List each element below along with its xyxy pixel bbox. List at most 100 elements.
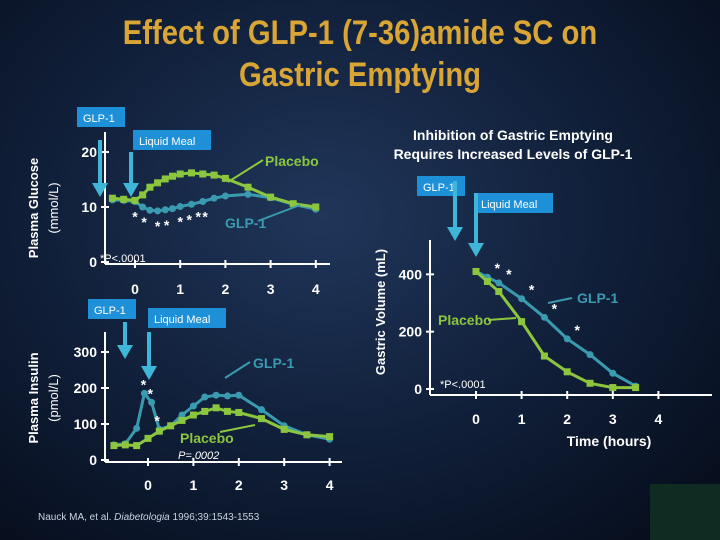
glucose-glp1-point: [244, 190, 252, 198]
insulin-glp1-point: [201, 393, 209, 401]
glucose-placebo-point: [289, 200, 297, 208]
glucose-significance-asterisk: *: [187, 211, 193, 227]
glucose-placebo-point: [244, 183, 252, 191]
glucose-y-label-units: (mmol/L): [46, 182, 61, 233]
insulin-x-tick-label: 3: [280, 477, 288, 493]
glucose-p-value: *P<.0001: [100, 253, 146, 265]
insulin-x-tick-label: 2: [235, 477, 243, 493]
gastric-volume-x-tick-label: 1: [518, 411, 526, 427]
glucose-significance-asterisk: *: [155, 218, 161, 234]
glucose-x-tick-label: 2: [222, 281, 230, 297]
insulin-placebo-point: [167, 422, 175, 430]
insulin-placebo-label: Placebo: [180, 430, 234, 446]
citation-details: 1996;39:1543-1553: [169, 512, 260, 523]
insulin-y-tick-label: 100: [74, 416, 98, 432]
gastric-volume-placebo-point: [632, 384, 640, 392]
gastric-volume-placebo-point: [609, 384, 617, 392]
insulin-meal-arrow-label: Liquid Meal: [154, 314, 210, 326]
insulin-glp1-point: [212, 391, 220, 399]
insulin-glp1-point: [148, 398, 156, 406]
insulin-significance-asterisk: *: [148, 385, 154, 401]
insulin-glp1-point: [258, 406, 265, 414]
insulin-placebo-point: [121, 441, 129, 449]
insulin-significance-asterisk: *: [154, 412, 160, 428]
glucose-placebo-point: [176, 170, 184, 178]
gastric-volume-significance-asterisk: *: [495, 260, 501, 276]
glucose-glp1-point: [188, 200, 195, 208]
insulin-x-tick-label: 4: [326, 477, 334, 493]
gastric-volume-significance-asterisk: *: [529, 282, 535, 298]
insulin-y-tick-label: 300: [74, 344, 98, 360]
glucose-glp1-point: [161, 206, 169, 214]
glucose-glp1-point: [169, 205, 177, 213]
glucose-placebo-point: [312, 203, 320, 211]
glucose-significance-asterisk: *: [132, 209, 138, 225]
insulin-glp1-leader: [224, 361, 251, 379]
glucose-glp1-point: [139, 203, 147, 211]
glucose-glp1-point: [210, 194, 218, 202]
gastric-volume-y-tick-label: 0: [414, 381, 422, 397]
insulin-p-value: P=.0002: [178, 450, 219, 462]
citation-journal: Diabetologia: [114, 512, 170, 523]
gastric-volume-placebo-point: [472, 267, 480, 275]
insulin-glp1-point: [189, 402, 197, 410]
glucose-glp1-arrow-label-bg: [77, 107, 125, 127]
insulin-glp1-point: [223, 392, 231, 400]
gastric-volume-significance-asterisk: *: [506, 266, 512, 282]
glucose-x-tick-label: 1: [176, 281, 184, 297]
insulin-placebo-point: [110, 442, 118, 450]
gastric-volume-y-tick-label: 400: [399, 266, 423, 282]
insulin-y-label: Plasma Insulin: [26, 352, 41, 443]
glucose-y-tick-label: 20: [81, 144, 97, 160]
gastric-volume-glp1-point: [586, 351, 594, 359]
insulin-x-tick-label: 1: [190, 477, 198, 493]
gastric-volume-x-tick-label: 0: [472, 411, 480, 427]
glucose-glp1-label: GLP-1: [225, 215, 266, 231]
glucose-x-tick-label: 3: [267, 281, 275, 297]
slide-title-line-1: Effect of GLP-1 (7-36)amide SC on: [122, 14, 598, 52]
insulin-meal-arrow-head: [141, 366, 157, 380]
glucose-placebo-point: [267, 193, 275, 201]
gastric-volume-meal-arrow-label-bg: [475, 193, 553, 213]
gastric-volume-placebo-point: [586, 379, 594, 387]
glucose-meal-arrow-label-bg: [133, 130, 211, 150]
corner-decoration: [650, 484, 720, 540]
gastric-volume-glp1-point: [518, 295, 526, 303]
gastric-volume-x-tick-label: 2: [563, 411, 571, 427]
insulin-y-label-units: (pmol/L): [46, 374, 61, 422]
insulin-placebo-line: [113, 406, 330, 448]
glucose-glp1-point: [154, 207, 162, 215]
insulin-y-tick-label: 0: [89, 452, 97, 468]
glucose-x-tick-label: 0: [131, 281, 139, 297]
glucose-placebo-point: [188, 169, 195, 177]
gastric-volume-y-label: Gastric Volume (mL): [373, 249, 388, 375]
glucose-y-tick-label: 10: [81, 199, 97, 215]
gastric-volume-placebo-point: [495, 288, 503, 296]
citation: Nauck MA, et al. Diabetologia 1996;39:15…: [38, 512, 259, 523]
insulin-placebo-leader: [219, 424, 256, 433]
glucose-placebo-point: [221, 174, 229, 182]
glucose-glp1-point: [176, 202, 184, 210]
gastric-volume-placebo-leader: [487, 317, 517, 321]
gastric-volume-glp1-arrow-label: GLP-1: [423, 182, 455, 194]
insulin-placebo-point: [212, 404, 220, 412]
glucose-glp1-arrow-label: GLP-1: [83, 113, 115, 125]
slide-title-line-2: Gastric Emptying: [238, 56, 482, 94]
glucose-meal-arrow-head: [123, 183, 139, 197]
insulin-placebo-point: [178, 416, 186, 424]
insulin-placebo-point: [223, 407, 231, 415]
insulin-meal-arrow-label-bg: [148, 308, 226, 328]
insulin-placebo-point: [201, 407, 209, 415]
glucose-significance-asterisk: *: [196, 209, 202, 225]
insulin-glp1-point: [140, 389, 148, 397]
gastric-volume-glp1-leader: [547, 297, 573, 304]
glucose-placebo-point: [169, 172, 177, 180]
insulin-x-tick-label: 0: [144, 477, 152, 493]
glucose-glp1-point: [199, 198, 207, 205]
insulin-glp1-arrow-label-bg: [88, 299, 136, 319]
glucose-placebo-point: [139, 191, 147, 199]
glucose-placebo-point: [210, 171, 218, 179]
gastric-volume-meal-arrow-label: Liquid Meal: [481, 199, 537, 211]
gastric-volume-glp1-point: [540, 313, 548, 321]
